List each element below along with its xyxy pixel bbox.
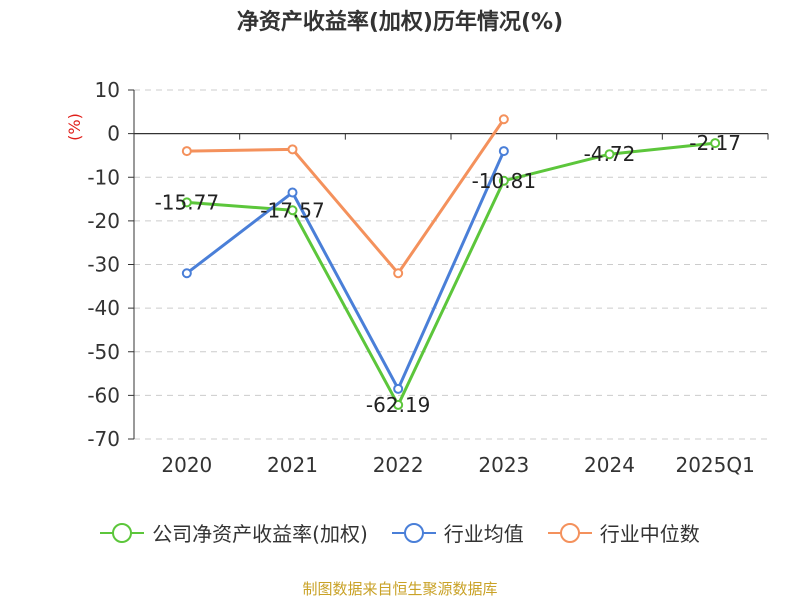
legend-item-company[interactable]: 公司净资产收益率(加权): [100, 518, 368, 547]
legend-label-company: 公司净资产收益率(加权): [152, 522, 368, 546]
y-tick-label: 0: [107, 122, 120, 146]
data-point: [498, 146, 509, 157]
data-point: [498, 175, 509, 186]
x-tick-label: 2025Q1: [675, 453, 754, 477]
y-axis-label: (%): [65, 113, 84, 141]
data-point: [498, 114, 509, 125]
series-line-0: [186, 141, 716, 407]
legend: 公司净资产收益率(加权) 行业均值 行业中位数: [0, 518, 800, 547]
data-point: [181, 268, 192, 279]
y-tick-label: 10: [95, 78, 120, 102]
source-note: 制图数据来自恒生聚源数据库: [302, 580, 498, 598]
x-tick-label: 2021: [267, 453, 318, 477]
x-tick-label: 2020: [161, 453, 212, 477]
y-tick-label: -20: [87, 209, 120, 233]
data-point: [181, 197, 192, 208]
data-label: -10.81: [472, 169, 536, 193]
chart-title: 净资产收益率(加权)历年情况(%): [236, 10, 564, 35]
data-point: [181, 146, 192, 157]
data-label: -2.17: [689, 131, 741, 155]
data-point: [710, 138, 721, 149]
series-line-2: [186, 118, 506, 275]
axes: 10 0 -10 -20 -30 -40 -50 -60 -70 2020 2021 2022 2023…: [65, 78, 769, 477]
data-point: [393, 268, 404, 279]
y-tick-label: -50: [87, 340, 120, 364]
y-tick-label: -70: [87, 427, 120, 451]
legend-item-industry-mean[interactable]: 行业均值: [391, 518, 524, 547]
data-labels: -15.77 -17.57 -62.19 -10.81 -4.72 -2.17: [155, 131, 741, 417]
legend-swatch-industry-median-icon: [547, 522, 592, 543]
data-point: [287, 144, 298, 155]
y-tick-label: -30: [87, 253, 120, 277]
data-point: [287, 187, 298, 198]
x-tick-label: 2023: [478, 453, 529, 477]
y-tick-label: -10: [87, 165, 120, 189]
series: [181, 114, 721, 410]
grid-lines: [134, 89, 768, 440]
y-tick-label: -40: [87, 296, 120, 320]
x-tick-label: 2024: [584, 453, 635, 477]
data-point: [393, 383, 404, 394]
legend-item-industry-median[interactable]: 行业中位数: [547, 518, 700, 547]
x-tick-label: 2022: [373, 453, 424, 477]
data-label: -15.77: [155, 190, 219, 214]
legend-label-industry-median: 行业中位数: [599, 522, 700, 546]
data-point: [604, 149, 615, 160]
legend-swatch-industry-mean-icon: [391, 522, 436, 543]
series-line-1: [185, 150, 506, 391]
data-label: -17.57: [260, 198, 324, 222]
data-label: -4.72: [584, 142, 636, 166]
data-label: -62.19: [366, 393, 430, 417]
data-point: [287, 205, 298, 216]
y-tick-label: -60: [87, 383, 120, 407]
data-point: [393, 399, 404, 410]
legend-label-industry-mean: 行业均值: [443, 522, 524, 546]
legend-swatch-company-icon: [100, 522, 145, 543]
